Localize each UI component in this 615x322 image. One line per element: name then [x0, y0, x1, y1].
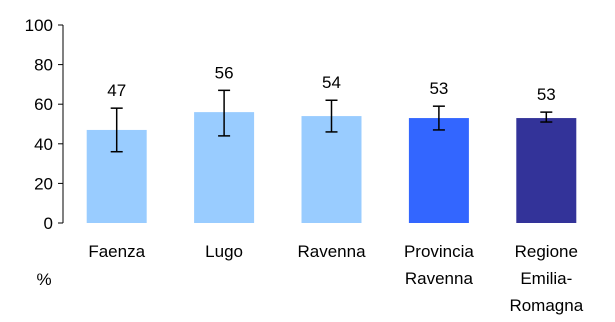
category-label-line: Ravenna: [297, 242, 366, 261]
error-bars: [110, 89, 553, 153]
data-label: 53: [429, 79, 448, 98]
data-label: 56: [215, 63, 234, 82]
category-label: Provincia Ravenna: [404, 242, 474, 288]
category-label-line: Emilia-: [520, 269, 572, 288]
category-label: Regione Emilia- Romagna: [509, 242, 583, 315]
category-label-line: Lugo: [205, 242, 243, 261]
bar: [408, 118, 469, 223]
y-tick-label: 40: [34, 135, 53, 154]
y-tick-label: 80: [34, 56, 53, 75]
y-tick-label: 20: [34, 174, 53, 193]
bar: [516, 118, 577, 223]
y-tick-label: 0: [44, 214, 53, 233]
data-label: 54: [322, 73, 341, 92]
category-label: Ravenna: [297, 242, 366, 261]
category-label-line: Regione: [515, 242, 578, 261]
y-axis: 0 20 40 60 80 100: [25, 16, 64, 233]
data-label: 47: [107, 81, 126, 100]
y-tick-label: 100: [25, 16, 53, 35]
y-tick-label: 60: [34, 95, 53, 114]
data-labels: 47 56 54 53 53: [107, 63, 556, 104]
y-unit-label: %: [36, 270, 51, 289]
category-label-line: Faenza: [88, 242, 145, 261]
category-label-line: Romagna: [509, 296, 583, 315]
data-label: 53: [537, 85, 556, 104]
category-label-line: Provincia: [404, 242, 474, 261]
category-label: Faenza: [88, 242, 145, 261]
category-labels: Faenza Lugo Ravenna Provincia Ravenna Regione…: [88, 242, 583, 315]
bar: [301, 116, 362, 223]
category-label: Lugo: [205, 242, 243, 261]
category-label-line: Ravenna: [405, 269, 474, 288]
